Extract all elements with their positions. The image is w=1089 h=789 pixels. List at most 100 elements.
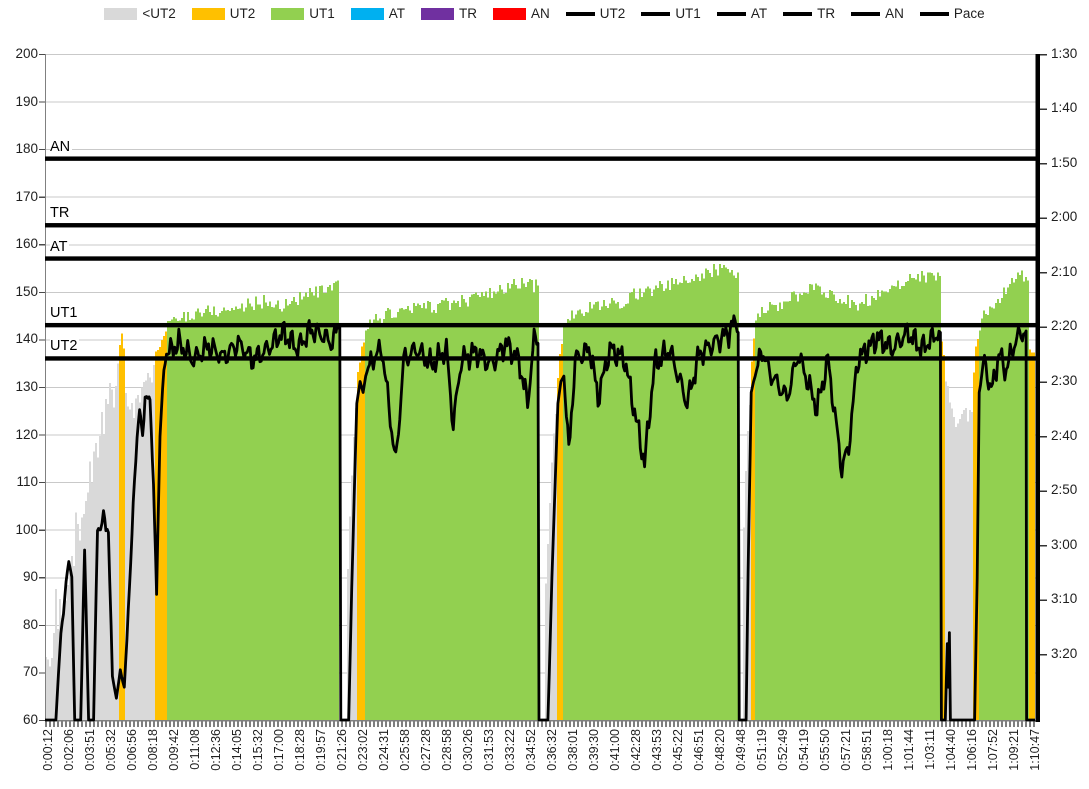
x-tick-label: 0:54:19 [796,729,811,771]
y-right-tick-label: 2:40 [1051,427,1078,443]
legend-line-swatch-ut2-icon [565,11,595,16]
x-tick-label: 0:12:36 [208,729,223,771]
x-tick-label: 1:03:11 [922,729,937,770]
x-tick-label: 0:15:32 [250,729,265,771]
x-tick-label: 0:08:18 [145,729,160,771]
legend-label: TR [817,6,836,21]
y-left-tick-label: 110 [16,474,38,490]
legend-item-line-at: AT [716,6,768,21]
x-tick-label: 0:55:50 [817,729,832,771]
zone-label-an: AN [50,138,73,156]
y-right-tick-label: 2:00 [1051,209,1078,225]
y-right-tick-label: 2:50 [1051,482,1078,498]
zone-line-ut1 [45,322,1039,328]
x-tick-label: 1:07:52 [985,729,1000,771]
y-left-tick-label: 170 [15,188,38,204]
y-left-tick-label: 180 [15,141,38,157]
x-tick-label: 0:11:08 [187,729,202,770]
legend-label: UT2 [599,6,626,21]
zone-line-at [45,256,1039,261]
x-tick-label: 0:45:22 [670,729,685,771]
x-tick-label: 0:39:30 [586,729,601,771]
x-tick-label: 0:38:01 [565,729,580,771]
zone-label-tr: TR [50,205,72,223]
y-right-tick-label: 2:10 [1051,263,1078,279]
zone-label-at: AT [50,238,70,256]
legend-swatch-ut1-icon [271,7,305,20]
x-tick-label: 0:19:57 [313,729,328,771]
x-tick-label: 0:51:19 [754,729,769,771]
x-tick-label: 0:23:02 [355,729,370,771]
legend-item-line-tr: TR [783,6,835,21]
zone-label-ut1: UT1 [50,305,80,323]
x-tick-label: 1:06:16 [964,729,979,771]
x-tick-label: 0:34:52 [523,729,538,771]
x-tick-label: 0:27:28 [418,729,433,771]
legend-item-line-ut2: UT2 [565,6,626,21]
zone-line-tr [45,223,1039,228]
y-right-tick-label: 3:10 [1051,591,1078,607]
legend-label: UT1 [309,6,335,21]
x-tick-label: 0:09:42 [166,729,181,771]
legend-label: Pace [953,6,985,21]
x-tick-label: 0:31:53 [481,729,496,771]
y-right-tick-label: 3:20 [1051,645,1078,661]
legend-label: UT1 [675,6,701,21]
x-tick-label: 0:03:51 [82,729,97,771]
y-left-tick-label: 90 [22,569,38,585]
x-tick-label: 0:57:21 [838,729,853,771]
legend-line-swatch-an-icon [851,11,881,16]
x-tick-label: 0:18:28 [292,729,307,771]
y-left-tick-label: 130 [15,379,38,394]
legend-label: AT [750,6,768,21]
x-tick-label: 0:46:51 [691,729,706,771]
legend-label: AT [388,6,406,21]
x-tick-label: 1:10:47 [1027,729,1042,771]
legend-line-swatch-ut1-icon [641,11,671,16]
x-tick-label: 1:04:40 [943,729,958,771]
x-tick-label: 0:28:58 [439,729,454,771]
x-tick-label: 0:17:00 [271,729,286,771]
x-tick-label: 0:05:32 [103,729,118,771]
legend-line-swatch-at-icon [716,11,746,16]
pace-line [45,314,1035,722]
legend-swatch-ut2-icon [191,7,225,20]
y-left-tick-label: 150 [15,283,38,299]
x-tick-label: 0:00:12 [40,729,55,771]
category-tick-comb [45,721,1035,727]
legend-label: UT2 [229,6,256,21]
x-tick-label: 0:49:48 [733,729,748,771]
y-left-tick-label: 160 [15,236,38,252]
legend-label: <UT2 [142,6,176,21]
x-tick-label: 0:41:00 [607,729,622,771]
x-tick-label: 0:14:05 [229,729,244,771]
legend-item-line-an: AN [851,6,904,21]
y-left-tick-label: 80 [22,616,38,632]
x-tick-label: 0:21:26 [334,729,349,771]
legend-item-fill-tr: TR [421,6,477,21]
x-tick-label: 0:06:56 [124,729,139,771]
legend-line-swatch-tr-icon [783,11,813,16]
x-tick-label: 1:00:18 [880,729,895,771]
legend-item-fill-at: AT [350,6,406,21]
x-tick-label: 0:58:51 [859,729,874,771]
zone-label-ut2: UT2 [50,338,80,356]
x-tick-label: 1:09:21 [1006,729,1021,771]
y-right-tick-label: 1:30 [1051,45,1078,61]
legend-item-fill-ut2: UT2 [191,6,256,21]
y-left-tick-label: 200 [15,46,38,61]
right-axis-line [1035,54,1040,722]
y-right-tick-label: 1:50 [1051,154,1078,170]
legend-swatch-lt-ut2-icon [104,7,138,20]
y-left-tick-label: 140 [15,331,38,347]
legend-item-line-pace: Pace [919,6,985,21]
x-tick-label: 1:01:44 [901,729,916,771]
legend-item-fill-ut1: UT1 [271,6,335,21]
y-left-tick-label: 120 [15,426,38,442]
x-tick-label: 0:30:26 [460,729,475,771]
y-right-tick-label: 3:00 [1051,536,1078,552]
y-right-tick-label: 2:20 [1051,318,1078,334]
x-tick-label: 0:52:49 [775,729,790,771]
